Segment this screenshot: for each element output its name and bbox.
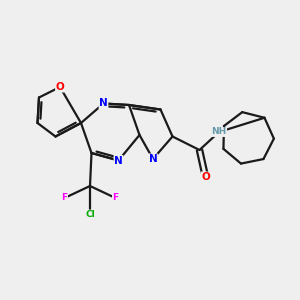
Text: N: N xyxy=(114,155,123,166)
Text: F: F xyxy=(61,194,68,202)
Text: N: N xyxy=(99,98,108,109)
Text: N: N xyxy=(148,154,158,164)
Text: F: F xyxy=(112,194,118,202)
Text: NH: NH xyxy=(212,128,226,136)
Text: Cl: Cl xyxy=(85,210,95,219)
Text: O: O xyxy=(56,82,64,92)
Text: O: O xyxy=(201,172,210,182)
